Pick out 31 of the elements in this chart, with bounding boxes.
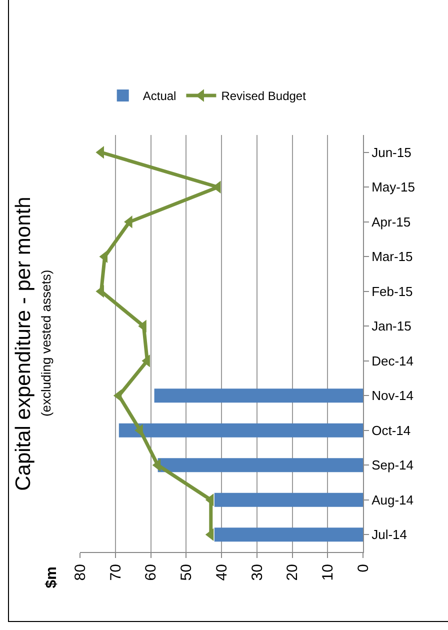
y-tick-label: Oct-14: [372, 422, 411, 438]
x-tick-label: 10: [320, 564, 337, 581]
y-tick-label: Sep-14: [372, 458, 414, 473]
y-tick-label: Jun-15: [372, 144, 412, 160]
y-tick-label: Jul-14: [372, 527, 408, 542]
bar: [214, 492, 363, 507]
y-tick-label: Mar-15: [372, 249, 413, 264]
y-tick-label: Nov-14: [372, 388, 414, 404]
y-tick-label: Jan-15: [372, 318, 412, 334]
text: $m: [43, 566, 60, 588]
bar: [158, 458, 363, 472]
legend-label: Actual: [142, 89, 176, 104]
x-tick-label: 60: [142, 564, 160, 581]
bar: [118, 423, 363, 438]
text: (excluding vested assets): [38, 270, 54, 417]
y-tick-label: Dec-14: [372, 353, 414, 368]
x-tick-label: 80: [72, 564, 89, 581]
text: Capital expenditure - per month: [12, 196, 35, 491]
x-tick-label: 70: [107, 564, 124, 581]
x-tick-label: 50: [178, 564, 196, 581]
legend-label: Revised Budget: [221, 89, 307, 104]
y-tick-label: Feb-15: [372, 284, 413, 299]
x-tick-label: 40: [213, 564, 230, 581]
bar: [154, 388, 363, 403]
y-tick-label: Apr-15: [372, 214, 411, 230]
y-tick-label: Aug-14: [372, 492, 414, 508]
bar: [214, 528, 363, 542]
x-tick-label: 0: [354, 564, 372, 572]
y-tick-label: May-15: [372, 180, 415, 195]
x-tick-label: 20: [284, 564, 302, 581]
x-tick-label: 30: [248, 564, 266, 581]
